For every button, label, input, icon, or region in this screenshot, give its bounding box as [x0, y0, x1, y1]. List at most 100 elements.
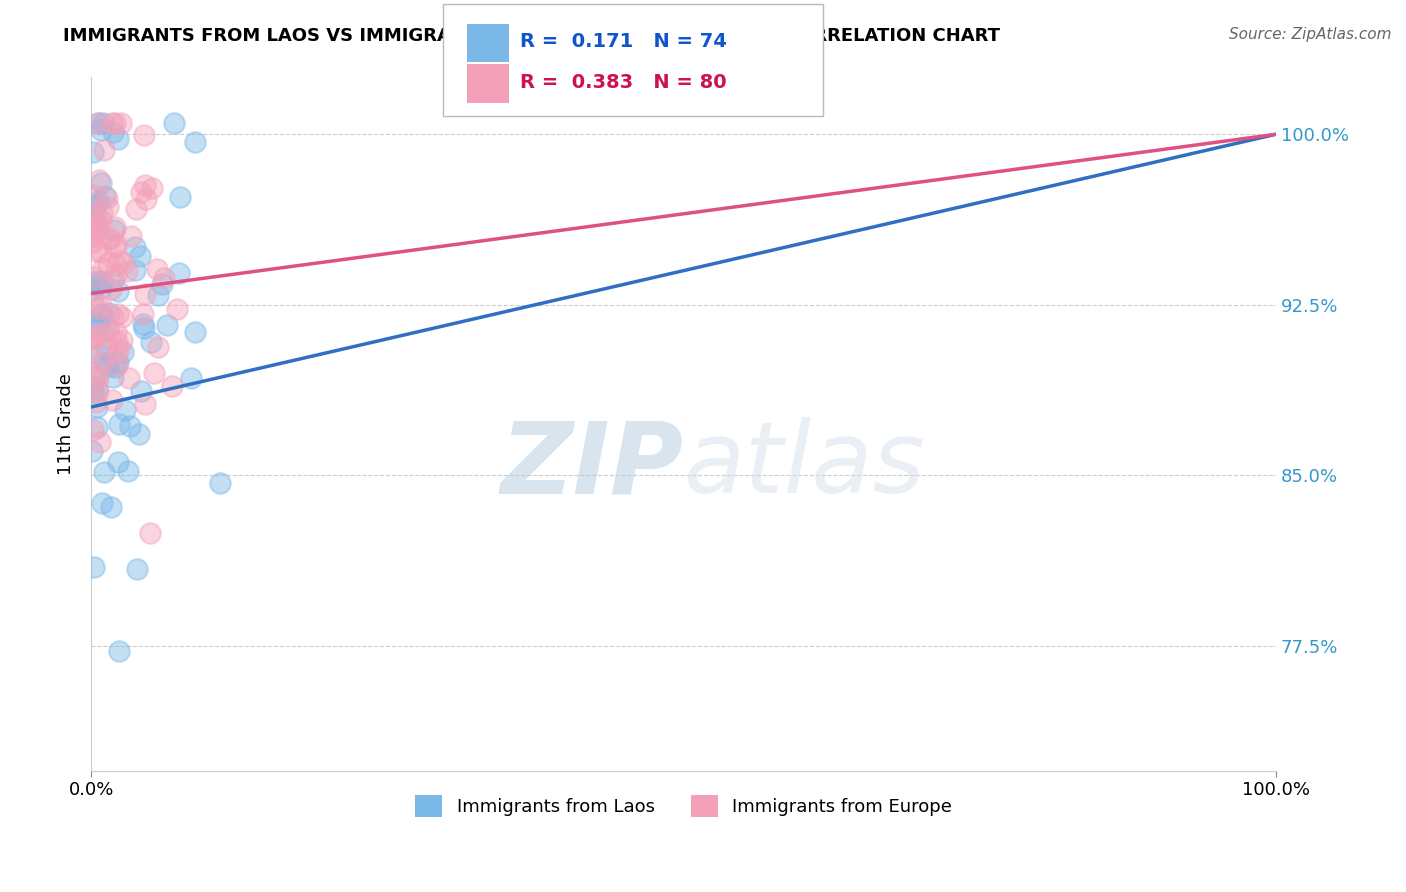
Point [107, 454, 129, 468]
Point [97, 359, 120, 373]
Text: IMMIGRANTS FROM LAOS VS IMMIGRANTS FROM EUROPE 11TH GRADE CORRELATION CHART: IMMIGRANTS FROM LAOS VS IMMIGRANTS FROM … [63, 27, 1000, 45]
Legend: Immigrants from Laos, Immigrants from Europe: Immigrants from Laos, Immigrants from Eu… [408, 788, 959, 824]
Point [134, 178, 156, 192]
Point [84, 217, 107, 231]
Point [86, 224, 108, 238]
Point [84, 219, 107, 234]
Point [86, 323, 108, 337]
Text: R =  0.383   N = 80: R = 0.383 N = 80 [520, 72, 727, 92]
Point [153, 270, 176, 285]
Point [103, 125, 125, 139]
Point [84, 395, 107, 409]
Point [107, 355, 129, 369]
Point [104, 258, 127, 272]
Point [94, 189, 117, 203]
Point [169, 190, 191, 204]
Point [84, 368, 107, 383]
Point [107, 131, 129, 145]
Point [142, 367, 165, 381]
Point [97, 200, 120, 214]
Point [132, 317, 155, 331]
Point [82, 380, 104, 394]
Point [82, 444, 104, 458]
Point [89, 281, 111, 295]
Point [87, 301, 110, 315]
Point [105, 268, 128, 283]
Point [82, 207, 104, 221]
Point [104, 220, 127, 235]
Point [83, 199, 105, 213]
Point [183, 325, 205, 339]
Point [87, 173, 110, 187]
Point [104, 116, 127, 130]
Point [97, 322, 120, 336]
Point [96, 191, 118, 205]
Point [83, 269, 105, 284]
Point [128, 426, 150, 441]
Point [160, 378, 183, 392]
Point [86, 420, 108, 434]
Point [132, 307, 155, 321]
Point [115, 264, 138, 278]
Point [104, 240, 127, 254]
Point [129, 249, 152, 263]
Point [184, 135, 207, 149]
Point [82, 331, 104, 345]
Point [90, 176, 112, 190]
Point [82, 423, 104, 437]
Point [125, 202, 148, 216]
Point [112, 344, 135, 359]
Point [112, 256, 135, 270]
Point [82, 332, 104, 346]
Point [83, 366, 105, 380]
Point [87, 194, 110, 208]
Point [93, 465, 115, 479]
Point [138, 525, 160, 540]
Point [98, 331, 121, 345]
Point [156, 318, 179, 333]
Point [208, 475, 231, 490]
Point [89, 434, 111, 449]
Point [82, 235, 104, 249]
Point [134, 396, 156, 410]
Point [104, 236, 127, 251]
Point [93, 356, 115, 370]
Point [100, 282, 122, 296]
Point [86, 373, 108, 387]
Point [82, 205, 104, 219]
Point [82, 145, 104, 159]
Point [87, 384, 110, 398]
Point [180, 371, 202, 385]
Point [97, 256, 120, 270]
Point [101, 392, 124, 407]
Point [105, 325, 128, 339]
Point [107, 307, 129, 321]
Point [86, 400, 108, 414]
Point [124, 240, 146, 254]
Point [129, 185, 152, 199]
Point [105, 346, 128, 360]
Point [90, 213, 112, 227]
Point [129, 384, 152, 398]
Text: R =  0.171   N = 74: R = 0.171 N = 74 [520, 32, 727, 52]
Point [91, 116, 114, 130]
Point [103, 310, 125, 324]
Point [84, 198, 107, 212]
Point [145, 262, 167, 277]
Point [91, 326, 114, 340]
Point [110, 116, 132, 130]
Point [108, 417, 131, 432]
Point [117, 464, 139, 478]
Point [98, 306, 121, 320]
Point [87, 369, 110, 384]
Point [82, 219, 104, 233]
Point [114, 403, 136, 417]
Point [105, 358, 128, 372]
Point [82, 188, 104, 202]
Point [82, 312, 104, 326]
Point [82, 229, 104, 244]
Point [90, 307, 112, 321]
Point [120, 229, 142, 244]
Point [91, 355, 114, 369]
Point [141, 181, 163, 195]
